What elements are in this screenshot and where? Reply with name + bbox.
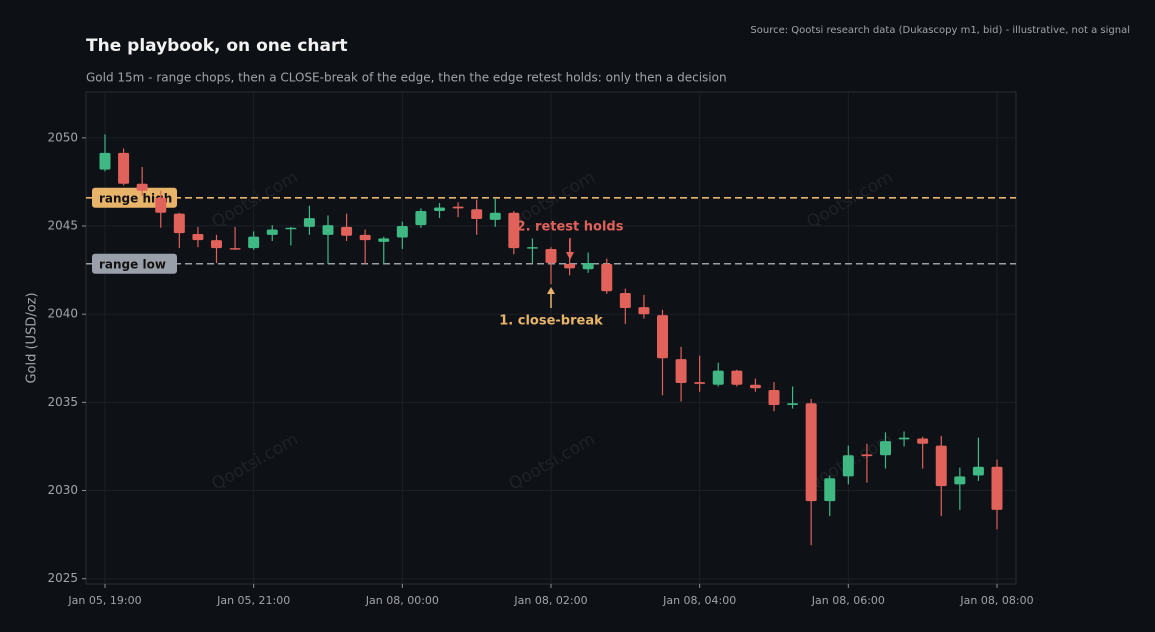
candle-body — [322, 225, 334, 235]
candle-body — [619, 293, 631, 309]
y-axis-label: Gold (USD/oz) — [25, 292, 40, 383]
candle-body — [954, 476, 966, 485]
candle-body — [712, 370, 724, 385]
candle-body — [768, 390, 780, 406]
candle-body — [155, 197, 167, 213]
candle-body — [972, 466, 984, 476]
candle-body — [229, 248, 241, 250]
source-note: Source: Qootsi research data (Dukascopy … — [750, 25, 1130, 36]
candle-body — [749, 384, 761, 389]
candle-body — [285, 227, 297, 230]
x-tick-label: Jan 08, 04:00 — [662, 594, 736, 607]
candle-body — [489, 212, 501, 220]
candle-body — [564, 263, 576, 269]
candle-body — [787, 403, 799, 406]
candle-body — [248, 236, 260, 249]
candle-body — [991, 466, 1003, 510]
candle-body — [675, 359, 687, 383]
annotation-arrowhead — [566, 252, 574, 260]
candle-body — [415, 211, 427, 226]
candle-body — [935, 445, 947, 487]
candle-body — [341, 226, 353, 236]
y-tick-label: 2045 — [47, 219, 78, 233]
level-label: range high — [99, 191, 172, 205]
candle-body — [211, 240, 222, 249]
candle-body — [173, 213, 185, 234]
x-tick-label: Jan 05, 21:00 — [216, 594, 290, 607]
x-tick-label: Jan 05, 19:00 — [67, 594, 141, 607]
candle-body — [824, 478, 836, 502]
candle-body — [359, 234, 371, 241]
y-tick-label: 2035 — [47, 395, 78, 409]
candle-body — [657, 315, 668, 359]
candle-body — [303, 218, 315, 227]
candle-body — [526, 247, 538, 249]
candle-body — [192, 233, 204, 241]
candle-body — [880, 441, 891, 456]
candle-body — [434, 207, 445, 212]
candle-body — [861, 454, 873, 457]
y-tick-label: 2025 — [47, 571, 78, 585]
candle-body — [136, 183, 148, 191]
x-tick-label: Jan 08, 02:00 — [513, 594, 587, 607]
candle-body — [471, 209, 483, 219]
candle-body — [266, 229, 278, 235]
candle-body — [582, 263, 594, 270]
candle-body — [378, 238, 390, 242]
candle-body — [638, 307, 650, 315]
candle-body — [508, 212, 520, 249]
x-tick-label: Jan 08, 00:00 — [365, 594, 439, 607]
y-tick-label: 2030 — [47, 483, 78, 497]
candle-body — [396, 226, 408, 238]
annotation: 1. close-break — [499, 314, 603, 329]
candle-body — [898, 437, 910, 440]
candle-body — [452, 206, 464, 209]
candle-body — [805, 403, 817, 502]
chart-subtitle: Gold 15m - range chops, then a CLOSE-bre… — [86, 71, 727, 85]
x-tick-label: Jan 08, 08:00 — [959, 594, 1033, 607]
y-tick-label: 2050 — [47, 130, 78, 144]
candle-body — [842, 455, 854, 477]
candle-body — [118, 152, 130, 184]
candle-body — [917, 438, 929, 444]
candle-body — [601, 263, 613, 292]
candle-body — [731, 370, 743, 385]
y-tick-label: 2040 — [47, 307, 78, 321]
level-label-box — [92, 253, 177, 274]
candle-body — [545, 248, 557, 264]
annotation: 2. retest holds — [517, 220, 624, 235]
annotation-arrowhead — [547, 287, 555, 294]
x-tick-label: Jan 08, 06:00 — [811, 594, 885, 607]
candle-body — [99, 152, 111, 170]
chart-title: The playbook, on one chart — [86, 36, 347, 56]
candle-body — [694, 382, 706, 384]
level-label: range low — [99, 257, 166, 271]
